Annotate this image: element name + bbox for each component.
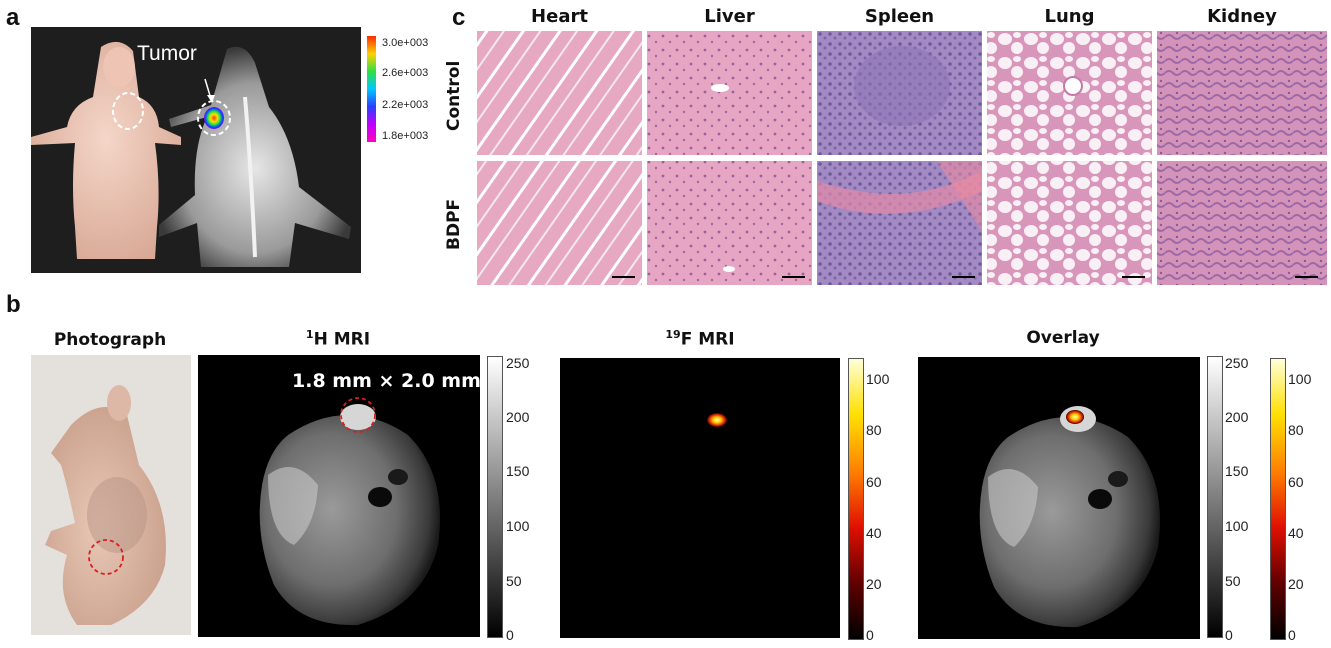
h1-mri-image [198, 355, 480, 637]
gray-colorbar [487, 356, 503, 638]
colorbar-tick: 2.2e+003 [382, 99, 429, 111]
colorbar-tick: 200 [1225, 409, 1249, 425]
column-title-liver: Liver [704, 6, 755, 27]
column-title-spleen: Spleen [864, 6, 935, 27]
colorbar-tick: 200 [506, 409, 530, 425]
title-overlay: Overlay [1026, 328, 1100, 348]
colorbar-tick: 1.8e+003 [382, 130, 429, 142]
colorbar-tick: 60 [1288, 474, 1304, 490]
colorbar-tick: 2.6e+003 [382, 67, 429, 79]
histology-grid [477, 31, 1327, 285]
colorbar-tick: 20 [1288, 576, 1304, 592]
fluorescence-colorbar [367, 36, 376, 142]
mouse-photograph [31, 355, 191, 635]
tissue-lung-bdpf [987, 161, 1152, 285]
colorbar-tick: 100 [506, 518, 530, 534]
f19-signal [707, 413, 727, 427]
tumor-circle [340, 397, 376, 433]
colorbar-tick: 80 [866, 422, 882, 438]
colorbar-tick: 0 [1288, 627, 1296, 643]
colorbar-tick: 20 [866, 576, 882, 592]
title-1h-mri: 1H MRI [198, 328, 478, 350]
row-title-control: Control [444, 60, 464, 131]
colorbar-tick: 250 [506, 355, 530, 371]
colorbar-tick: 40 [866, 525, 882, 541]
overlay-mri-image [918, 357, 1200, 639]
superscript: 1 [305, 328, 314, 341]
tumor-size-annotation: 1.8 mm × 2.0 mm [292, 370, 481, 392]
title-text: H MRI [313, 329, 371, 350]
mouse-photo [31, 41, 181, 259]
tumor-circle [88, 539, 124, 575]
colorbar-tick: 0 [1225, 627, 1233, 643]
colorbar-tick: 50 [506, 573, 522, 589]
hot-colorbar [1270, 358, 1286, 640]
tumor-label: Tumor [137, 42, 197, 65]
title-photograph: Photograph [53, 330, 167, 350]
panel-letter-a: a [6, 4, 20, 31]
colorbar-tick: 0 [866, 627, 874, 643]
fluorescence-signal [204, 107, 224, 129]
tissue-kidney-bdpf [1157, 161, 1327, 285]
colorbar-tick: 60 [866, 474, 882, 490]
column-title-heart: Heart [531, 6, 588, 27]
title-19f-mri: 19F MRI [560, 328, 840, 350]
column-title-kidney: Kidney [1207, 6, 1277, 27]
hot-colorbar [848, 358, 864, 640]
colorbar-tick: 150 [506, 463, 530, 479]
colorbar-tick: 100 [1225, 518, 1249, 534]
colorbar-tick: 100 [1288, 371, 1312, 387]
tissue-heart-control [477, 31, 642, 155]
gray-colorbar [1207, 356, 1223, 638]
tissue-liver-bdpf [647, 161, 812, 285]
colorbar-tick: 50 [1225, 573, 1241, 589]
colorbar-tick: 250 [1225, 355, 1249, 371]
panel-letter-b: b [6, 291, 21, 318]
tumor-circle-xray [197, 100, 231, 136]
colorbar-tick: 40 [1288, 525, 1304, 541]
column-title-lung: Lung [1044, 6, 1095, 27]
tissue-heart-bdpf [477, 161, 642, 285]
panel-letter-c: c [452, 4, 466, 31]
colorbar-tick: 3.0e+003 [382, 37, 429, 49]
tissue-liver-control [647, 31, 812, 155]
colorbar-tick: 80 [1288, 422, 1304, 438]
f19-mri-image [560, 358, 840, 638]
colorbar-tick: 0 [506, 627, 514, 643]
row-title-bdpf: BDPF [444, 198, 464, 250]
tumor-mouse-photo-and-fluorescence [31, 27, 361, 273]
tissue-kidney-control [1157, 31, 1327, 155]
superscript: 19 [665, 328, 681, 341]
colorbar-tick: 150 [1225, 463, 1249, 479]
mouse-xray [159, 46, 351, 267]
tumor-circle-photo [112, 92, 144, 130]
f19-signal [1066, 410, 1084, 424]
colorbar-tick: 100 [866, 371, 890, 387]
title-text: F MRI [680, 329, 735, 350]
